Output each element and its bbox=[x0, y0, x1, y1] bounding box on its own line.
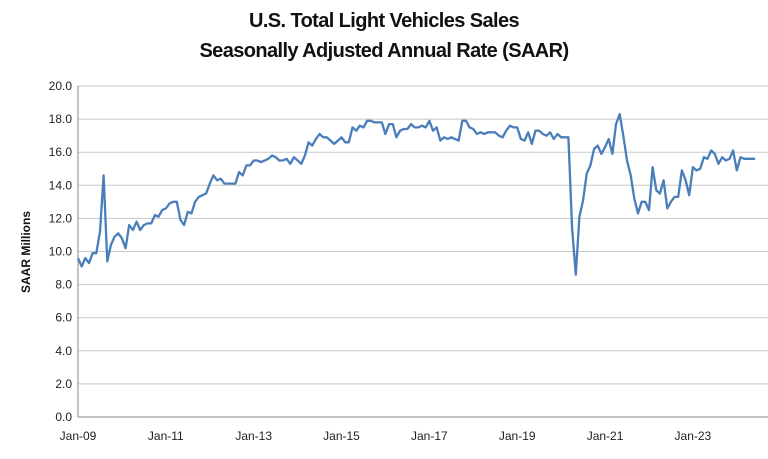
y-tick-label: 2.0 bbox=[55, 377, 72, 391]
x-tick-label: Jan-23 bbox=[675, 429, 712, 443]
y-tick-label: 8.0 bbox=[55, 278, 72, 292]
y-tick-label: 16.0 bbox=[49, 145, 73, 159]
y-tick-labels: 0.0 2.0 4.0 6.0 8.0 10.0 12.0 14.0 16.0 18.0 20.0 bbox=[49, 79, 73, 424]
x-tick-label: Jan-17 bbox=[411, 429, 448, 443]
y-tick-label: 0.0 bbox=[55, 410, 72, 424]
y-tick-label: 10.0 bbox=[49, 245, 73, 259]
x-tick-label: Jan-11 bbox=[148, 429, 184, 443]
gridlines bbox=[78, 85, 768, 418]
chart-title: U.S. Total Light Vehicles Sales bbox=[249, 10, 519, 32]
y-tick-label: 6.0 bbox=[55, 311, 72, 325]
x-tick-labels: Jan-09 Jan-11 Jan-13 Jan-15 Jan-17 Jan-19 Jan-… bbox=[60, 429, 712, 443]
x-tick-label: Jan-09 bbox=[60, 429, 97, 443]
y-tick-label: 20.0 bbox=[49, 79, 73, 93]
x-tick-label: Jan-21 bbox=[587, 429, 624, 443]
y-tick-label: 4.0 bbox=[55, 344, 72, 358]
x-tick-label: Jan-19 bbox=[499, 429, 536, 443]
x-tick-label: Jan-13 bbox=[235, 429, 272, 443]
chart-subtitle: Seasonally Adjusted Annual Rate (SAAR) bbox=[199, 40, 568, 62]
y-tick-label: 14.0 bbox=[49, 178, 73, 192]
y-tick-label: 18.0 bbox=[49, 112, 73, 126]
x-tick-label: Jan-15 bbox=[323, 429, 360, 443]
y-axis-label: SAAR Millions bbox=[19, 211, 33, 293]
series-line-saar bbox=[76, 112, 756, 276]
y-tick-label: 12.0 bbox=[49, 211, 73, 225]
